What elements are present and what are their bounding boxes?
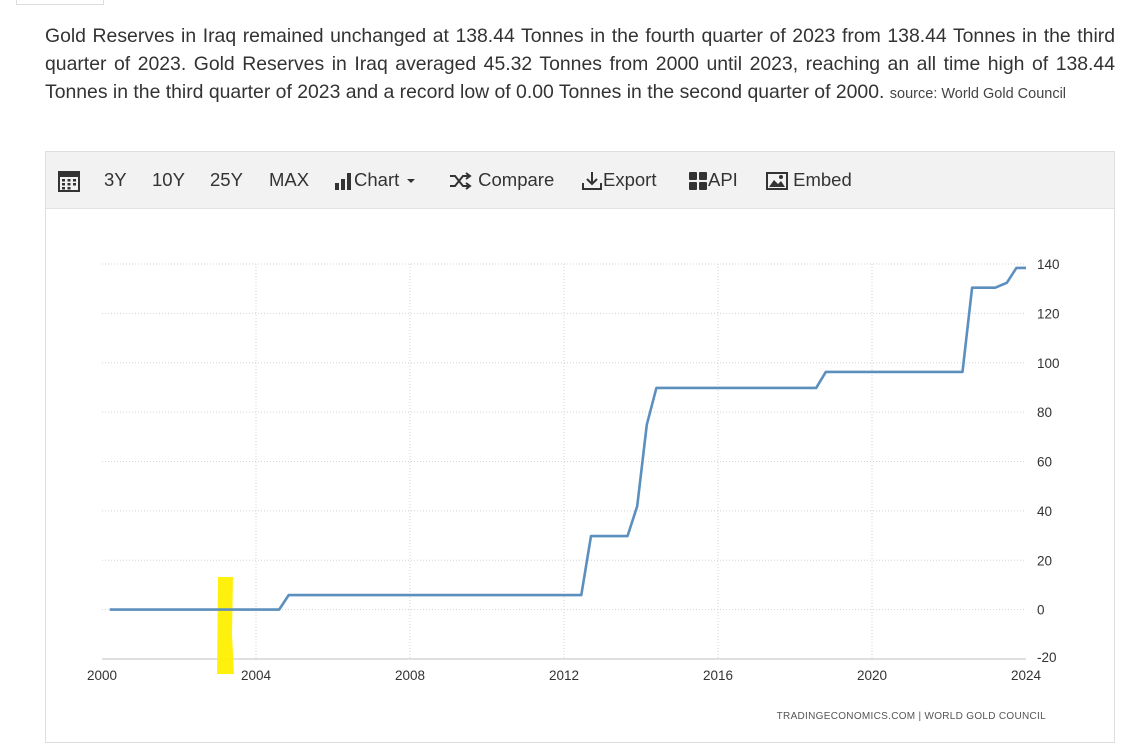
source-note[interactable]: source: World Gold Council bbox=[889, 86, 1067, 102]
range-10y-button[interactable]: 10Y bbox=[152, 169, 185, 190]
image-icon bbox=[766, 172, 788, 191]
y-tick-label: 120 bbox=[1037, 306, 1060, 321]
chart-type-label: Chart bbox=[354, 169, 400, 190]
chart-series bbox=[109, 266, 1026, 611]
top-tab[interactable] bbox=[16, 0, 104, 5]
bar-chart-icon bbox=[335, 173, 351, 191]
x-tick-label: 2000 bbox=[87, 668, 117, 683]
description-paragraph: Gold Reserves in Iraq remained unchanged… bbox=[45, 22, 1115, 108]
yellow-highlight-stroke bbox=[217, 577, 234, 674]
grid-icon bbox=[689, 172, 707, 191]
calendar-icon bbox=[58, 171, 80, 193]
calendar-button[interactable] bbox=[58, 152, 80, 208]
x-axis-ticks: 2000 2004 2008 2012 2016 2020 2024 bbox=[87, 668, 1042, 683]
api-button[interactable]: API bbox=[688, 152, 738, 208]
highlight-mark bbox=[217, 577, 234, 674]
chart-credit: TRADINGECONOMICS.COM | WORLD GOLD COUNCI… bbox=[777, 711, 1046, 722]
y-tick-label: 40 bbox=[1037, 504, 1052, 519]
series-line bbox=[109, 266, 1026, 611]
embed-label: Embed bbox=[793, 169, 852, 190]
chart-panel: 3Y 10Y 25Y MAX Chart Compare Export bbox=[45, 151, 1115, 743]
caret-down-icon bbox=[407, 179, 416, 184]
x-tick-label: 2020 bbox=[857, 668, 887, 683]
embed-button[interactable]: Embed bbox=[766, 152, 852, 208]
y-tick-label: 100 bbox=[1037, 356, 1060, 371]
x-tick-label: 2024 bbox=[1011, 668, 1042, 683]
y-tick-label: 140 bbox=[1037, 257, 1060, 272]
range-3y-button[interactable]: 3Y bbox=[104, 169, 127, 190]
y-axis-ticks: 140 120 100 80 60 40 20 0 -20 bbox=[1037, 257, 1060, 665]
range-25y-button[interactable]: 25Y bbox=[210, 169, 243, 190]
x-tick-label: 2004 bbox=[241, 668, 272, 683]
description-text: Gold Reserves in Iraq remained unchanged… bbox=[45, 25, 1115, 103]
y-tick-label: 80 bbox=[1037, 405, 1052, 420]
x-tick-label: 2016 bbox=[703, 668, 733, 683]
chart-type-dropdown[interactable]: Chart bbox=[334, 152, 418, 208]
download-icon bbox=[582, 172, 602, 191]
y-tick-label: 20 bbox=[1037, 553, 1052, 568]
shuffle-icon bbox=[450, 172, 472, 190]
compare-button[interactable]: Compare bbox=[449, 152, 554, 208]
export-button[interactable]: Export bbox=[581, 152, 656, 208]
y-tick-label: 0 bbox=[1037, 603, 1045, 618]
y-tick-label: -20 bbox=[1037, 650, 1057, 665]
y-tick-label: 60 bbox=[1037, 455, 1052, 470]
x-tick-label: 2012 bbox=[549, 668, 579, 683]
compare-label: Compare bbox=[478, 169, 555, 190]
range-max-button[interactable]: MAX bbox=[269, 169, 310, 190]
api-label: API bbox=[708, 169, 738, 190]
export-label: Export bbox=[603, 169, 657, 190]
chart-toolbar: 3Y 10Y 25Y MAX Chart Compare Export bbox=[46, 152, 1114, 209]
chart-grid bbox=[102, 263, 1026, 660]
x-tick-label: 2008 bbox=[395, 668, 425, 683]
